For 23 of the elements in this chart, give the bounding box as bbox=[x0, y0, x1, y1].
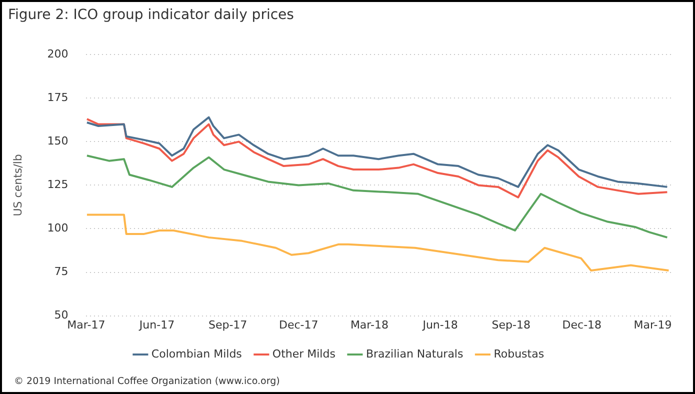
legend-label: Brazilian Naturals bbox=[366, 347, 464, 360]
legend-label: Other Milds bbox=[272, 347, 336, 360]
x-tick-label: Jun-18 bbox=[422, 318, 458, 332]
x-tick-label: Mar-17 bbox=[67, 318, 106, 332]
text: © 2019 International Coffee Organization (www.ico.org) bbox=[14, 376, 280, 387]
x-tick-label: Dec-17 bbox=[279, 318, 318, 332]
x-tick-label: Sep-17 bbox=[208, 318, 248, 332]
y-tick-label: 150 bbox=[47, 134, 68, 148]
x-tick-label: Jun-17 bbox=[138, 318, 175, 332]
y-tick-label: 125 bbox=[47, 178, 68, 192]
chart-title: Figure 2: ICO group indicator daily prices bbox=[8, 7, 294, 23]
x-tick-label: Mar-18 bbox=[350, 318, 388, 332]
y-tick-label: 175 bbox=[47, 90, 68, 104]
y-tick-label: 200 bbox=[47, 47, 68, 60]
x-tick-label: Sep-18 bbox=[492, 318, 530, 332]
x-tick-label: Dec-18 bbox=[562, 318, 602, 332]
y-tick-label: 100 bbox=[47, 222, 68, 235]
x-tick-label: Mar-19 bbox=[634, 318, 672, 332]
y-tick-label: 75 bbox=[54, 265, 68, 278]
legend-label: Robustas bbox=[494, 347, 544, 360]
legend-label: Colombian Milds bbox=[151, 347, 242, 360]
y-axis-title: US cents/lb bbox=[11, 154, 24, 216]
y-tick-label: 50 bbox=[54, 308, 68, 322]
